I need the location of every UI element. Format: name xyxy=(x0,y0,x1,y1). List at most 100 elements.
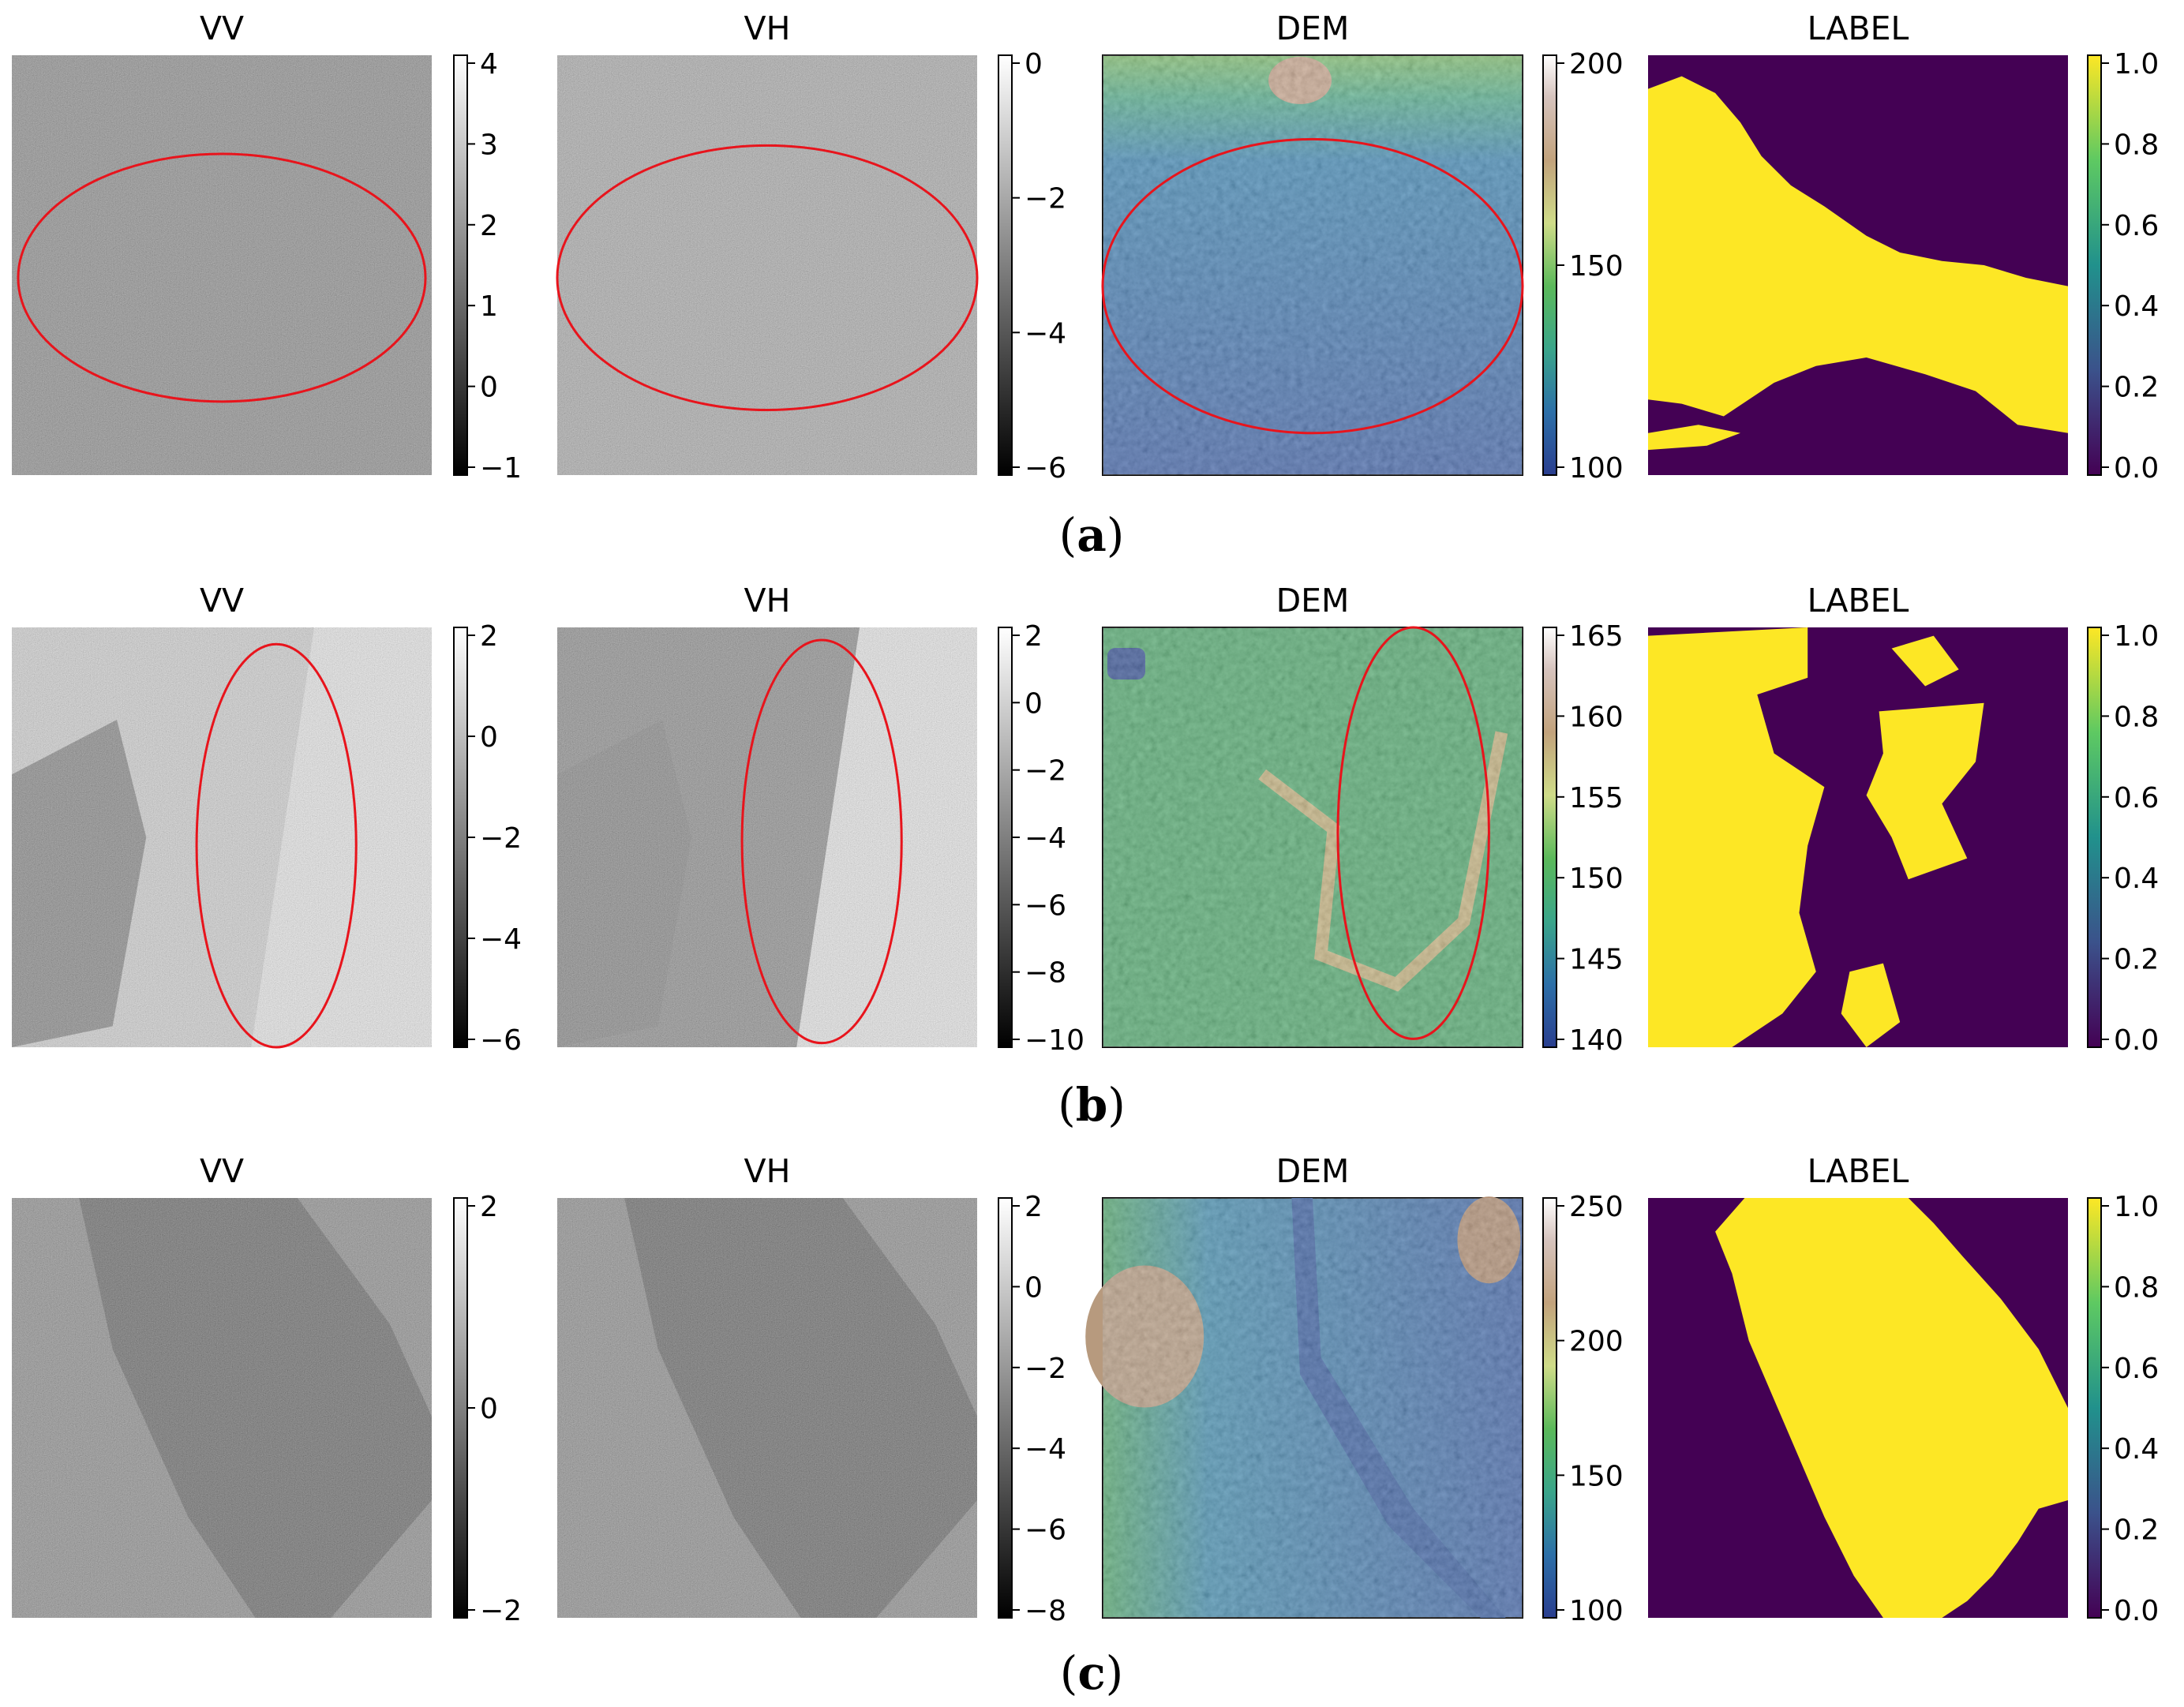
sar-image xyxy=(557,1198,977,1618)
colorbar-tick-label: 3 xyxy=(480,129,498,161)
colorbar-tick-label: 2 xyxy=(1025,1191,1043,1223)
panel-vh-b: VH 2 0 −2 −4 −6 −8 −10 xyxy=(557,582,1085,1057)
label-image xyxy=(1648,55,2068,475)
colorbar-tick-label: 0.0 xyxy=(2114,452,2159,485)
subfigure-caption: (c) xyxy=(1060,1646,1124,1700)
dem-image xyxy=(1102,54,1523,476)
colorbar-tick-label: 150 xyxy=(1569,250,1624,283)
colorbar-tick-label: −2 xyxy=(1025,183,1066,215)
colorbar-tick-label: 0.2 xyxy=(2114,944,2159,976)
colorbar-tick-label: −1 xyxy=(480,452,522,485)
panel-dem-a: DEM 200 150 100 xyxy=(1101,9,1624,485)
label-water-region xyxy=(1891,635,1959,687)
colorbar-tick-label: 0.2 xyxy=(2114,1514,2159,1547)
colorbar-tick-label: 165 xyxy=(1569,620,1624,653)
colorbar-gradient xyxy=(998,1197,1013,1619)
panel-title: VV xyxy=(200,582,244,620)
colorbar-tick-label: 0 xyxy=(1025,687,1043,720)
colorbar-tick-label: 1.0 xyxy=(2114,1191,2159,1223)
colorbar-gradient xyxy=(2087,54,2102,476)
panel-vv-c: VV 2 0 −2 xyxy=(12,1152,522,1627)
colorbar-tick-label: −8 xyxy=(1025,1595,1066,1627)
label-water-region xyxy=(1648,425,1740,451)
colorbar-tick-label: 200 xyxy=(1569,1326,1624,1358)
dem-hillshade xyxy=(1103,1198,1523,1618)
annotation-ellipse xyxy=(1101,137,1524,435)
colorbar-tick-label: 0.4 xyxy=(2114,290,2159,323)
panel-dem-c: DEM 250 200 150 100 xyxy=(1085,1152,1624,1627)
figure-row-c: VV 2 0 −2 VH 2 0 −2 −4 −6 −8 DEM 250 200 150 100 LABEL 1.… xyxy=(12,1152,2159,1700)
colorbar-tick-label: 250 xyxy=(1569,1191,1624,1223)
colorbar-tick-label: −6 xyxy=(1025,889,1066,922)
panel-title: LABEL xyxy=(1808,1152,1909,1190)
colorbar: 1.0 0.8 0.6 0.4 0.2 0.0 xyxy=(2087,1191,2159,1627)
colorbar-gradient xyxy=(2087,627,2102,1048)
subfigure-letter: a xyxy=(1077,508,1107,562)
panel-title: VH xyxy=(744,9,791,47)
colorbar-tick-label: −2 xyxy=(480,822,522,855)
colorbar-tick-label: 1.0 xyxy=(2114,620,2159,653)
colorbar-tick-label: 0 xyxy=(480,721,498,754)
colorbar-tick-label: −2 xyxy=(1025,755,1066,788)
colorbar: 250 200 150 100 xyxy=(1542,1191,1624,1627)
label-water-region xyxy=(1715,1198,2068,1618)
label-water-region xyxy=(1648,627,1825,1047)
panel-title: DEM xyxy=(1276,582,1350,620)
label-image xyxy=(1648,1198,2068,1618)
sar-speckle xyxy=(12,1198,432,1618)
colorbar-gradient xyxy=(1542,54,1557,476)
colorbar-tick-label: −2 xyxy=(1025,1353,1066,1385)
colorbar-tick-label: 4 xyxy=(480,48,498,80)
annotation-ellipse xyxy=(740,638,903,1045)
colorbar-gradient xyxy=(453,1197,468,1619)
sar-image xyxy=(12,1198,433,1618)
panel-vh-c: VH 2 0 −2 −4 −6 −8 xyxy=(557,1152,1066,1627)
colorbar-tick-label: 155 xyxy=(1569,782,1624,814)
sar-image xyxy=(12,627,432,1047)
colorbar: 2 0 −2 −4 −6 −8 xyxy=(998,1191,1066,1627)
colorbar-tick-label: 145 xyxy=(1569,944,1624,976)
label-water-region xyxy=(1866,702,1984,880)
colorbar-gradient xyxy=(453,54,468,476)
colorbar: 0 −2 −4 −6 xyxy=(998,48,1066,485)
colorbar-tick-label: −2 xyxy=(480,1595,522,1627)
panel-title: VH xyxy=(744,582,791,620)
colorbar: 2 0 −2 −4 −6 xyxy=(453,620,522,1057)
colorbar-tick-label: −4 xyxy=(480,923,522,956)
panel-title: DEM xyxy=(1276,9,1350,47)
colorbar-gradient xyxy=(453,627,468,1048)
colorbar-tick-label: 0.8 xyxy=(2114,701,2159,733)
colorbar-tick-label: 0.2 xyxy=(2114,372,2159,404)
colorbar-tick-label: −6 xyxy=(1025,452,1066,485)
annotation-ellipse xyxy=(195,642,358,1049)
colorbar-tick-label: 0.4 xyxy=(2114,863,2159,895)
colorbar-tick-label: 100 xyxy=(1569,1595,1624,1627)
colorbar-tick-label: 0 xyxy=(1025,1271,1043,1304)
colorbar-gradient xyxy=(1542,1197,1557,1619)
colorbar-tick-label: 0 xyxy=(1025,48,1043,80)
figure-row-b: VV 2 0 −2 −4 −6 VH 2 0 −2 −4 −6 −8 −10 DEM 165 160 155 150… xyxy=(12,582,2159,1132)
panel-label-b: LABEL 1.0 0.8 0.6 0.4 0.2 0.0 xyxy=(1648,582,2159,1057)
colorbar-tick-label: 0.8 xyxy=(2114,129,2159,161)
panel-title: LABEL xyxy=(1808,582,1909,620)
panel-vh-a: VH 0 −2 −4 −6 xyxy=(556,9,1066,485)
colorbar-gradient xyxy=(998,54,1013,476)
colorbar-gradient xyxy=(998,627,1013,1048)
sar-image xyxy=(557,55,977,475)
sar-speckle xyxy=(557,1198,977,1618)
colorbar-tick-label: −4 xyxy=(1025,317,1066,350)
colorbar-tick-label: 150 xyxy=(1569,1460,1624,1492)
colorbar-tick-label: −4 xyxy=(1025,1433,1066,1466)
colorbar: 200 150 100 xyxy=(1542,48,1624,485)
colorbar-gradient xyxy=(2087,1197,2102,1619)
colorbar: 2 0 −2 xyxy=(453,1191,522,1627)
sar-image xyxy=(557,627,977,1047)
panel-title: DEM xyxy=(1276,1152,1350,1190)
panel-title: LABEL xyxy=(1808,9,1909,47)
subfigure-letter: b xyxy=(1076,1078,1108,1132)
colorbar-tick-label: 0.6 xyxy=(2114,210,2159,242)
dem-image xyxy=(1085,1196,1523,1619)
sar-speckle xyxy=(557,627,977,1047)
label-water-region xyxy=(1841,963,1901,1047)
